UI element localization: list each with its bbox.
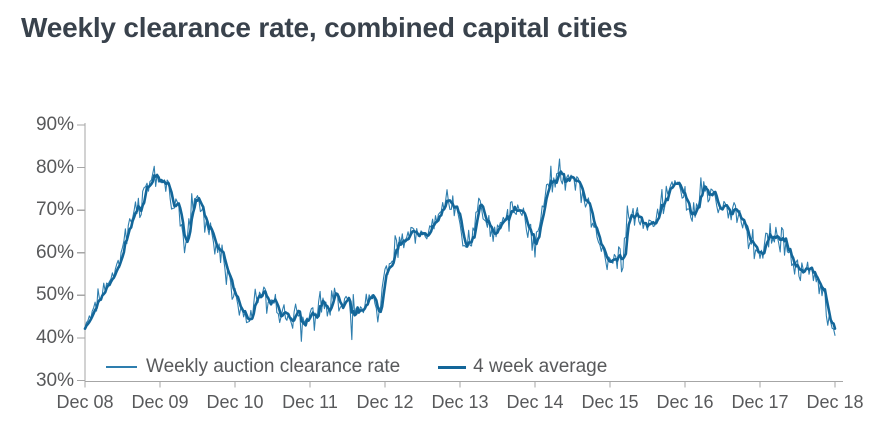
x-tick-label: Dec 14 (506, 392, 564, 412)
x-tick-label: Dec 16 (656, 392, 714, 412)
legend-label-weekly: Weekly auction clearance rate (146, 356, 401, 377)
x-tick-label: Dec 08 (56, 392, 114, 412)
four-week-average-line (83, 170, 837, 330)
average-series-swatch (438, 365, 467, 369)
x-tick-label: Dec 09 (131, 392, 189, 412)
x-tick-label: Dec 10 (206, 392, 264, 412)
legend: Weekly auction clearance rate 4 week ave… (106, 355, 607, 379)
y-tick-label: 90% (35, 114, 74, 135)
y-tick-label: 40% (35, 326, 74, 348)
x-tick-label: Dec 17 (731, 392, 789, 412)
x-tick-label: Dec 13 (431, 392, 489, 412)
x-tick-label: Dec 12 (356, 392, 414, 412)
x-tick-label: Dec 11 (282, 392, 338, 412)
y-tick-label: 50% (35, 284, 74, 306)
x-tick-label: Dec 18 (806, 392, 864, 412)
y-tick-label: 70% (35, 199, 74, 221)
chart-title: Weekly clearance rate, combined capital … (21, 12, 628, 43)
y-tick-label: 30% (35, 369, 74, 391)
x-tick-label: Dec 15 (581, 392, 639, 412)
y-tick-label: 60% (35, 241, 74, 263)
axes (77, 123, 843, 388)
legend-label-average: 4 week average (473, 356, 608, 377)
y-tick-label: 80% (35, 156, 74, 178)
weekly-clearance-line (84, 158, 836, 342)
series-lines (83, 158, 837, 342)
weekly-series-swatch (106, 366, 137, 368)
